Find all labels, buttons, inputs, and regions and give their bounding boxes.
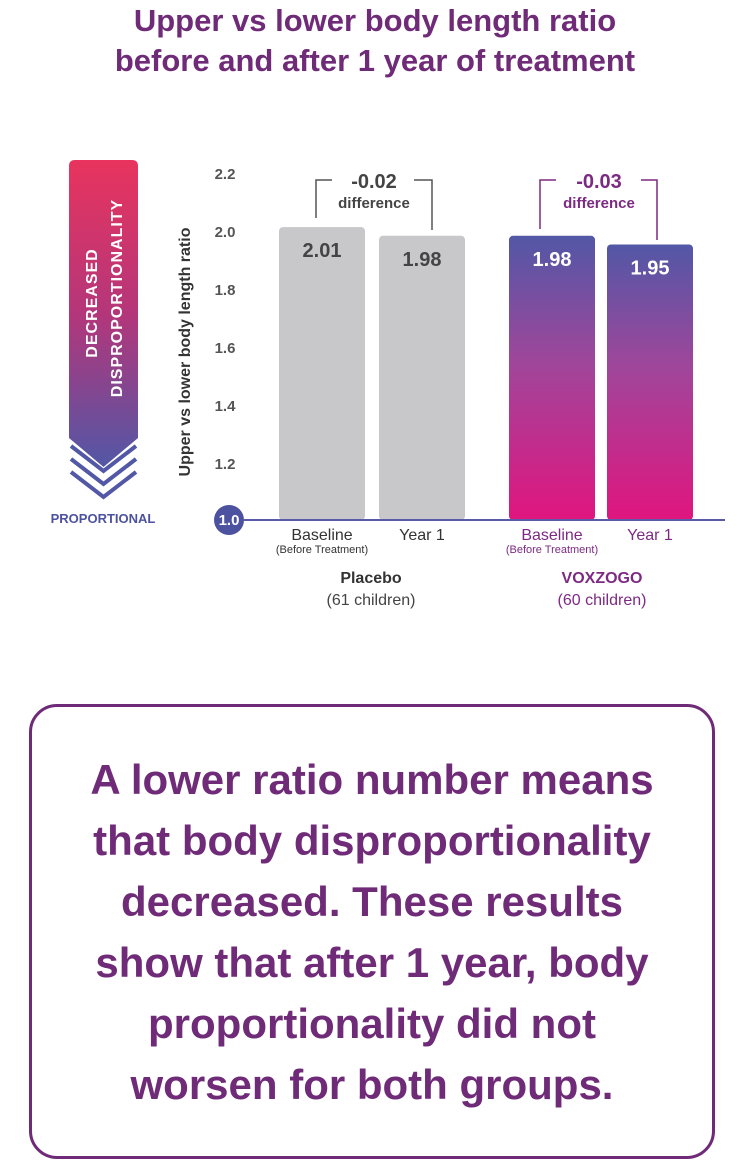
y-tick-label: 1.6 [215,340,236,357]
difference-label: difference [338,195,410,212]
group-name: VOXZOGO [562,570,643,587]
bar-value-label: 1.95 [631,258,670,280]
explanation-line: worsen for both groups. [130,1060,614,1108]
bar-value-label: 2.01 [303,240,342,262]
explanation-line: A lower ratio number means [90,755,654,803]
group-subtitle: (61 children) [327,592,416,609]
y-tick-label: 1.8 [215,282,236,299]
difference-label: difference [563,195,635,212]
difference-value: -0.03 [576,171,622,193]
y-axis-label: Upper vs lower body length ratio [177,227,194,476]
y-tick-label: 2.0 [215,224,236,241]
chart-title-line-2: before and after 1 year of treatment [115,43,635,78]
proportional-label: PROPORTIONAL [51,511,156,526]
y-tick-label: 1.0 [219,512,240,529]
group-subtitle: (60 children) [558,592,647,609]
y-tick-label: 1.4 [215,398,237,415]
y-tick-label: 2.2 [215,166,236,183]
explanation-line: show that after 1 year, body [95,938,649,986]
category-sublabel: (Before Treatment) [276,544,368,556]
bar-voxzogo-baseline [509,235,595,521]
group-name: Placebo [340,570,402,587]
y-tick-label: 1.2 [215,456,236,473]
explanation-line: decreased. These results [121,877,623,925]
bar-placebo-year-1 [379,235,465,521]
chevron-icon [69,457,138,487]
bar-value-label: 1.98 [533,249,572,271]
chevron-icon [69,444,138,474]
explanation-text: A lower ratio number means that body dis… [90,749,653,1115]
category-label: Baseline [521,527,582,544]
arrow-text-line-1: DECREASED [84,248,101,357]
arrow-text-line-2: DISPROPORTIONALITY [109,199,126,397]
explanation-line: that body disproportionality [93,816,651,864]
bar-value-label: 1.98 [403,249,442,271]
category-label: Year 1 [627,527,673,544]
disproportionality-arrow: DECREASED DISPROPORTIONALITY PROPORTIONA… [51,160,156,526]
category-label: Year 1 [399,527,445,544]
bars: 2.01 1.98 1.98 1.95 [279,227,693,521]
bar-voxzogo-year-1 [607,244,693,520]
chart-title-line-1: Upper vs lower body length ratio [134,3,616,38]
explanation-box: A lower ratio number means that body dis… [29,704,715,1159]
category-label: Baseline [291,527,352,544]
difference-bracket-voxzogo: -0.03 difference [539,171,658,240]
bar-placebo-baseline [279,227,365,520]
chevron-icon [69,470,138,500]
chart: Upper vs lower body length ratio before … [51,3,725,609]
explanation-line: proportionality did not [148,999,596,1047]
arrow-body [69,160,138,467]
difference-value: -0.02 [351,171,397,193]
difference-bracket-placebo: -0.02 difference [315,171,433,230]
category-sublabel: (Before Treatment) [506,544,598,556]
axis-origin-marker [214,505,244,535]
